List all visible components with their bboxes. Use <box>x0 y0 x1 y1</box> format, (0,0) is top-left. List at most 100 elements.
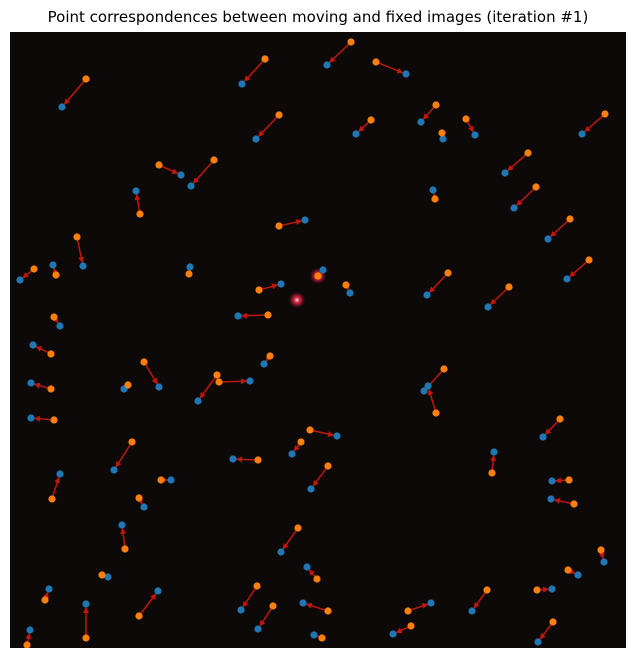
fixed-point-7 <box>352 130 360 138</box>
moving-point-60 <box>135 612 143 620</box>
fixed-point-39 <box>27 414 35 422</box>
fixed-point-2 <box>402 70 410 78</box>
moving-point-62 <box>533 586 541 594</box>
moving-point-24 <box>255 286 263 294</box>
correspondence-arrow-34 <box>199 377 216 399</box>
correspondence-arrow-15 <box>516 188 534 207</box>
fixed-point-5 <box>471 131 479 139</box>
correspondence-arrow-7 <box>358 121 369 133</box>
correspondence-arrow-57 <box>568 568 576 575</box>
moving-point-31 <box>266 352 274 360</box>
correspondence-arrow-58 <box>43 591 49 599</box>
correspondence-arrow-24 <box>262 283 279 290</box>
fixed-point-41 <box>288 450 296 458</box>
correspondence-arrow-1 <box>243 61 264 82</box>
correspondence-arrow-31 <box>265 354 272 362</box>
correspondence-arrow-28 <box>240 312 265 319</box>
fixed-point-27 <box>484 303 492 311</box>
fixed-point-1 <box>238 80 246 88</box>
moving-point-22 <box>314 272 322 280</box>
moving-point-47 <box>48 495 56 503</box>
fixed-point-36 <box>27 379 35 387</box>
fixed-point-31 <box>260 360 268 368</box>
correspondence-arrow-38 <box>427 388 436 410</box>
moving-point-3 <box>82 75 90 83</box>
fixed-point-45 <box>307 485 315 493</box>
correspondence-arrow-11 <box>192 162 213 184</box>
correspondence-arrow-53 <box>282 530 297 550</box>
fixed-point-23 <box>346 289 354 297</box>
fixed-point-40 <box>333 432 341 440</box>
moving-point-36 <box>47 385 55 393</box>
moving-point-7 <box>367 116 375 124</box>
correspondence-arrow-64 <box>305 602 325 611</box>
correspondence-arrow-68 <box>395 626 409 634</box>
fixed-point-17 <box>544 235 552 243</box>
correspondence-arrow-36 <box>33 382 48 389</box>
fixed-point-28 <box>234 312 242 320</box>
correspondence-arrow-60 <box>140 593 157 614</box>
fixed-point-10 <box>177 171 185 179</box>
correspondence-arrow-3 <box>63 81 85 105</box>
moving-point-4 <box>432 101 440 109</box>
moving-point-23 <box>342 281 350 289</box>
moving-point-12 <box>524 149 532 157</box>
fixed-point-38 <box>424 382 432 390</box>
fixed-point-48 <box>167 476 175 484</box>
moving-point-41 <box>297 438 305 446</box>
fixed-point-22 <box>319 266 327 274</box>
fixed-point-67 <box>534 638 542 646</box>
fixed-point-52 <box>118 521 126 529</box>
chart-title: Point correspondences between moving and… <box>47 8 589 26</box>
fixed-point-49 <box>548 477 556 485</box>
moving-point-26 <box>585 256 593 264</box>
correspondence-arrow-29 <box>52 316 59 324</box>
moving-point-43 <box>556 415 564 423</box>
correspondence-arrow-2 <box>379 62 404 74</box>
fixed-point-57 <box>574 571 582 579</box>
fixed-point-59 <box>237 606 245 614</box>
correspondence-arrow-70 <box>25 632 32 642</box>
fixed-point-53 <box>277 548 285 556</box>
correspondence-arrow-52 <box>120 527 127 546</box>
correspondence-arrow-63 <box>259 608 272 627</box>
moving-point-69 <box>318 634 326 642</box>
correspondence-arrows-layer <box>22 43 605 642</box>
correspondence-arrow-46 <box>490 454 497 470</box>
correspondence-arrow-50 <box>137 497 143 505</box>
fixed-point-18 <box>79 262 87 270</box>
fixed-point-47 <box>56 470 64 478</box>
moving-point-32 <box>140 358 148 366</box>
moving-point-25 <box>444 269 452 277</box>
correspondence-arrow-47 <box>52 476 61 496</box>
correspondence-arrow-44 <box>235 456 255 463</box>
moving-point-10 <box>155 161 163 169</box>
fixed-point-14 <box>429 186 437 194</box>
correspondence-arrow-45 <box>312 468 327 487</box>
moving-point-63 <box>269 602 277 610</box>
moving-point-16 <box>275 222 283 230</box>
correspondence-arrow-61 <box>473 592 486 609</box>
fixed-point-61 <box>468 607 476 615</box>
correspondence-arrow-42 <box>115 444 131 468</box>
fixed-point-26 <box>563 275 571 283</box>
fixed-point-42 <box>110 466 118 474</box>
moving-point-38 <box>432 409 440 417</box>
fixed-point-20 <box>49 261 57 269</box>
correspondence-arrow-18 <box>76 240 85 264</box>
correspondence-arrow-67 <box>539 624 552 640</box>
fixed-point-68 <box>389 630 397 638</box>
moving-point-8 <box>275 111 283 119</box>
correspondence-arrow-9 <box>584 115 603 133</box>
moving-point-17 <box>566 215 574 223</box>
fixed-point-15 <box>510 204 518 212</box>
correspondence-arrow-30 <box>35 345 49 354</box>
fixed-point-25 <box>423 291 431 299</box>
correspondence-arrow-39 <box>33 415 51 422</box>
moving-point-34 <box>213 371 221 379</box>
fixed-point-35 <box>246 377 254 385</box>
fixed-point-29 <box>56 322 64 330</box>
correspondence-arrow-49 <box>554 477 566 484</box>
moving-point-70 <box>23 641 31 648</box>
fixed-point-69 <box>310 631 318 639</box>
